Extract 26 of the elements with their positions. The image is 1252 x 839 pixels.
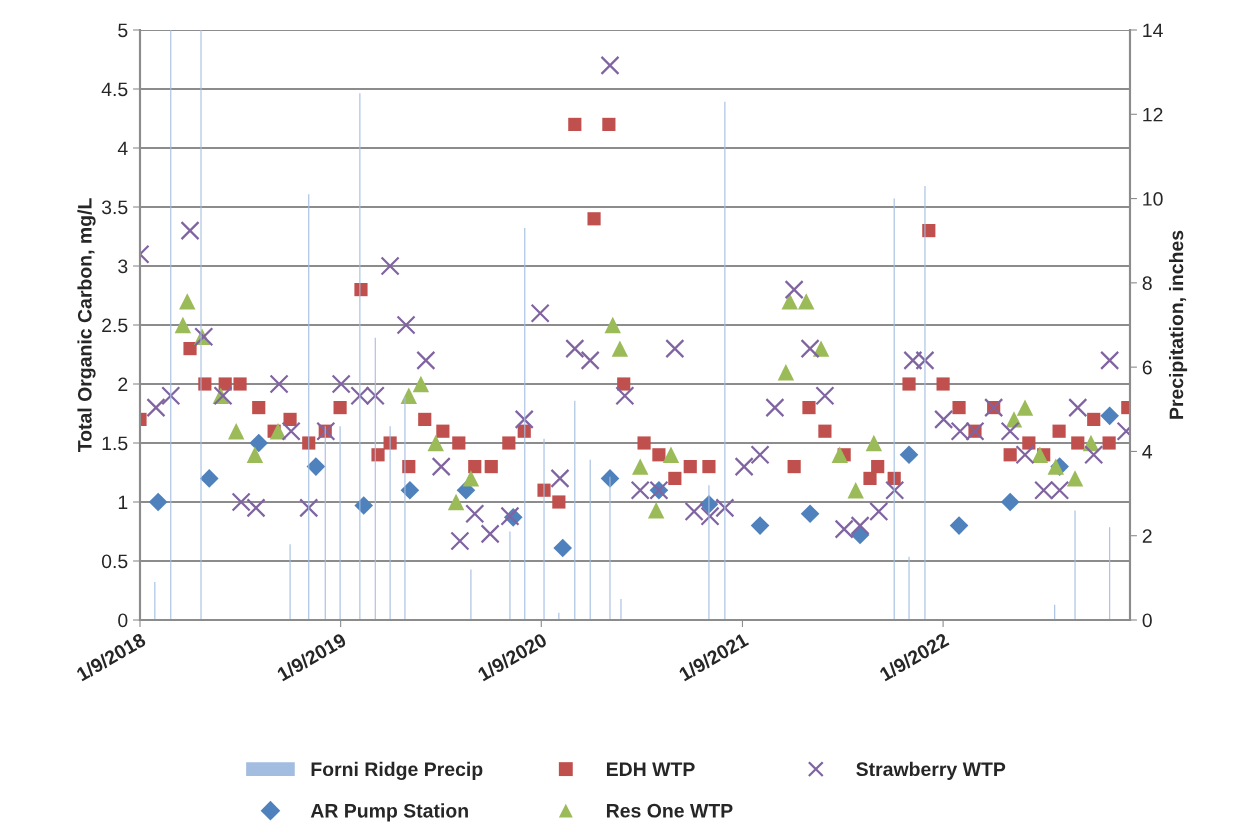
legend-label: AR Pump Station: [310, 803, 468, 822]
legend-label: EDH WTP: [606, 762, 695, 776]
y2-tick-label: 2: [1142, 529, 1152, 543]
y-tick-label: 3: [118, 259, 128, 274]
y-tick-label: 4.5: [101, 82, 128, 97]
y2-tick-label: 12: [1143, 107, 1163, 122]
y2-tick-label: 0: [1142, 613, 1152, 628]
y-tick-label: 5: [118, 23, 128, 38]
y2-axis-title: Precipitation, inches: [1168, 230, 1188, 419]
y-tick-label: 0.5: [101, 554, 128, 569]
y2-tick-label: 4: [1142, 445, 1153, 459]
y-tick-label: 0: [118, 613, 128, 628]
y-tick-label: 2.5: [102, 318, 128, 333]
y-tick-label: 3.5: [101, 200, 128, 215]
legend-label: Strawberry WTP: [856, 761, 1006, 780]
legend-label: Res One WTP: [606, 803, 733, 818]
y2-tick-label: 8: [1142, 276, 1152, 291]
y-tick-label: 1.5: [102, 436, 128, 451]
y-tick-label: 4: [117, 141, 128, 156]
y-tick-label: 1: [118, 495, 128, 510]
y2-tick-label: 14: [1143, 23, 1163, 38]
legend-label: Forni Ridge Precip: [311, 761, 483, 781]
y2-tick-label: 10: [1143, 192, 1163, 206]
y-tick-label: 2: [118, 377, 128, 392]
y-axis-title: Total Organic Carbon, mg/L: [77, 198, 96, 453]
y2-tick-label: 6: [1142, 360, 1152, 375]
